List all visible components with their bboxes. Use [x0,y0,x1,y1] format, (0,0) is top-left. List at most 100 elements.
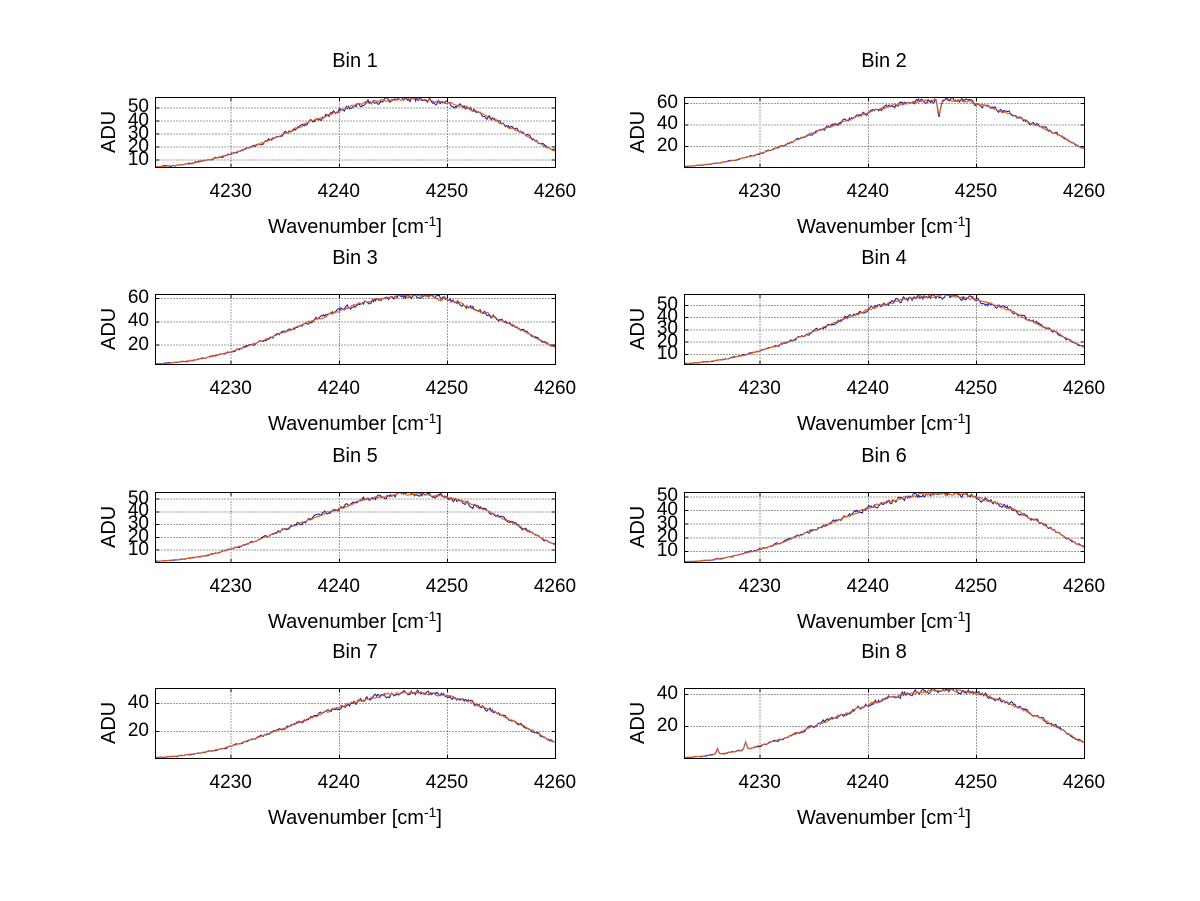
plot-area [155,97,556,168]
subplot-bin-8: Bin 8 ADU Wavenumber [cm-1] 20 40 4230 4240… [614,631,1129,836]
y-tick-label: 60 [656,91,678,113]
x-tick-label: 4240 [317,772,360,793]
x-tick-label: 4260 [1062,181,1106,202]
x-tick-label: 4260 [533,772,577,793]
y-tick-label: 10 [656,539,678,561]
x-tick-label: 4230 [738,181,781,202]
x-tick-label: 4260 [1062,378,1106,399]
x-tick-label: 4250 [954,181,998,202]
plot-area [684,97,1085,168]
x-axis-label: Wavenumber [cm-1] [155,603,555,635]
x-axis-label: Wavenumber [cm-1] [684,405,1084,437]
spectrum-line [155,294,555,364]
x-axis-label-text: Wavenumber [cm [797,413,953,435]
y-tick-label: 20 [656,526,678,548]
x-axis-label-text: Wavenumber [cm [797,807,953,829]
y-tick-label: 50 [656,293,678,315]
x-tick-label: 4240 [846,772,889,793]
x-axis-label: Wavenumber [cm-1] [155,799,555,831]
x-axis-label-superscript: -1 [423,804,437,820]
x-axis-label-superscript: -1 [952,410,966,426]
x-axis-label: Wavenumber [cm-1] [155,405,555,437]
plot-area [684,492,1085,563]
x-axis-label-suffix: ] [965,216,971,238]
subplot-title: Bin 1 [332,50,378,72]
x-tick-label: 4240 [846,378,889,399]
plot-area [684,688,1085,759]
x-axis-label-superscript: -1 [952,608,966,624]
subplot-title: Bin 7 [332,641,378,663]
y-tick-label: 30 [656,512,678,534]
spectrum-line [684,294,1084,364]
x-tick-label: 4230 [209,576,252,597]
x-axis-label-superscript: -1 [952,804,966,820]
subplot-title: Bin 8 [861,641,907,663]
x-axis-label-suffix: ] [436,807,442,829]
y-tick-label: 30 [127,122,149,144]
x-tick-label: 4230 [209,181,252,202]
spectrum-line [155,97,555,167]
x-axis-label-text: Wavenumber [cm [268,216,424,238]
x-axis-label-text: Wavenumber [cm [797,216,953,238]
y-tick-label: 40 [656,113,678,135]
axes-box [684,492,1085,563]
axes-box [155,492,556,563]
x-tick-label: 4260 [1062,576,1106,597]
x-axis-label-superscript: -1 [423,410,437,426]
axes-box [155,294,556,365]
x-axis-label-suffix: ] [965,413,971,435]
x-axis-label-suffix: ] [436,611,442,633]
x-tick-label: 4240 [317,181,360,202]
x-tick-label: 4230 [738,378,781,399]
y-tick-label: 40 [656,683,678,705]
subplot-bin-3: Bin 3 ADU Wavenumber [cm-1] 20 40 60 4230 42… [85,237,600,442]
y-tick-label: 20 [127,135,149,157]
plot-area [155,688,556,759]
x-tick-label: 4250 [954,772,998,793]
plot-area [155,294,556,365]
spectrum-line [155,690,555,758]
x-tick-label: 4240 [846,576,889,597]
y-tick-label: 40 [127,691,149,713]
x-axis-label-suffix: ] [965,611,971,633]
x-tick-label: 4260 [1062,772,1106,793]
y-tick-label: 10 [127,148,149,170]
axes-box [155,688,556,759]
plot-area [155,492,556,563]
subplot-bin-4: Bin 4 ADU Wavenumber [cm-1] 10 20 30 40 50 42… [614,237,1129,442]
subplot-bin-6: Bin 6 ADU Wavenumber [cm-1] 10 20 30 40 50 42… [614,435,1129,640]
y-tick-label: 50 [656,485,678,507]
y-tick-label: 40 [656,306,678,328]
x-tick-label: 4260 [533,576,577,597]
x-axis-label-superscript: -1 [952,213,966,229]
y-tick-label: 60 [127,287,149,309]
x-tick-label: 4250 [954,378,998,399]
x-axis-label-text: Wavenumber [cm [797,611,953,633]
x-axis-label-suffix: ] [436,216,442,238]
x-tick-label: 4230 [738,772,781,793]
x-axis-label-text: Wavenumber [cm [268,807,424,829]
subplot-title: Bin 5 [332,445,378,467]
x-tick-label: 4240 [317,378,360,399]
axes-box [684,97,1085,168]
x-axis-label: Wavenumber [cm-1] [155,208,555,240]
x-axis-label-superscript: -1 [423,213,437,229]
spectrum-line [684,688,1084,758]
spectrum-line [684,492,1084,562]
subplot-title: Bin 6 [861,445,907,467]
y-tick-label: 40 [127,109,149,131]
subplot-bin-7: Bin 7 ADU Wavenumber [cm-1] 20 40 4230 4240… [85,631,600,836]
x-tick-label: 4250 [425,576,469,597]
y-tick-label: 40 [656,499,678,521]
plot-area [684,294,1085,365]
y-tick-label: 50 [127,487,149,509]
x-tick-label: 4260 [533,181,577,202]
subplot-bin-1: Bin 1 ADU Wavenumber [cm-1] 10 20 30 40 50 42… [85,40,600,245]
x-tick-label: 4250 [954,576,998,597]
y-tick-label: 50 [127,96,149,118]
y-tick-label: 20 [656,715,678,737]
x-tick-label: 4250 [425,378,469,399]
subplot-title: Bin 4 [861,247,907,269]
x-axis-label-text: Wavenumber [cm [268,611,424,633]
